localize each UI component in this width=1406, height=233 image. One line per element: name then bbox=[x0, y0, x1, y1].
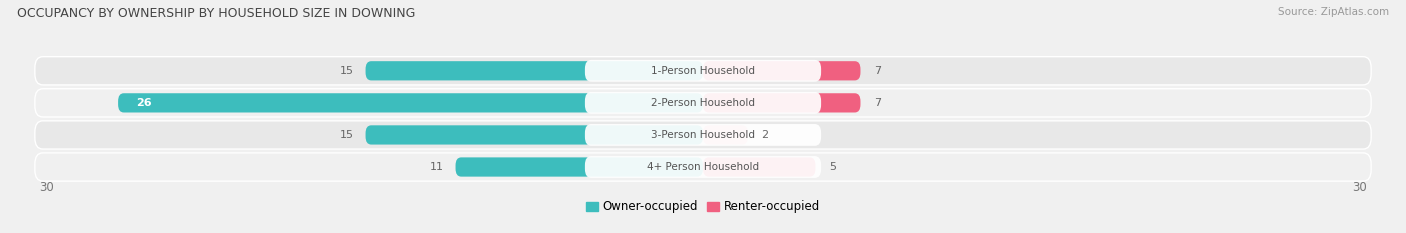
Text: 15: 15 bbox=[340, 66, 354, 76]
Text: 26: 26 bbox=[136, 98, 152, 108]
FancyBboxPatch shape bbox=[366, 125, 703, 144]
Text: OCCUPANCY BY OWNERSHIP BY HOUSEHOLD SIZE IN DOWNING: OCCUPANCY BY OWNERSHIP BY HOUSEHOLD SIZE… bbox=[17, 7, 415, 20]
FancyBboxPatch shape bbox=[456, 157, 703, 177]
FancyBboxPatch shape bbox=[703, 61, 860, 80]
FancyBboxPatch shape bbox=[118, 93, 703, 113]
FancyBboxPatch shape bbox=[35, 89, 1371, 117]
Text: 11: 11 bbox=[430, 162, 444, 172]
Text: 3-Person Household: 3-Person Household bbox=[651, 130, 755, 140]
Legend: Owner-occupied, Renter-occupied: Owner-occupied, Renter-occupied bbox=[581, 195, 825, 218]
Text: 15: 15 bbox=[340, 130, 354, 140]
FancyBboxPatch shape bbox=[35, 121, 1371, 149]
FancyBboxPatch shape bbox=[35, 57, 1371, 85]
Text: 7: 7 bbox=[875, 98, 882, 108]
Text: 7: 7 bbox=[875, 66, 882, 76]
Text: Source: ZipAtlas.com: Source: ZipAtlas.com bbox=[1278, 7, 1389, 17]
FancyBboxPatch shape bbox=[585, 124, 821, 146]
FancyBboxPatch shape bbox=[585, 156, 821, 178]
Text: 30: 30 bbox=[1353, 181, 1367, 194]
FancyBboxPatch shape bbox=[703, 93, 860, 113]
FancyBboxPatch shape bbox=[585, 60, 821, 82]
FancyBboxPatch shape bbox=[703, 157, 815, 177]
Text: 5: 5 bbox=[830, 162, 837, 172]
FancyBboxPatch shape bbox=[35, 153, 1371, 181]
Text: 30: 30 bbox=[39, 181, 53, 194]
FancyBboxPatch shape bbox=[703, 125, 748, 144]
FancyBboxPatch shape bbox=[366, 61, 703, 80]
Text: 4+ Person Household: 4+ Person Household bbox=[647, 162, 759, 172]
Text: 2-Person Household: 2-Person Household bbox=[651, 98, 755, 108]
Text: 1-Person Household: 1-Person Household bbox=[651, 66, 755, 76]
Text: 2: 2 bbox=[762, 130, 769, 140]
FancyBboxPatch shape bbox=[585, 92, 821, 114]
